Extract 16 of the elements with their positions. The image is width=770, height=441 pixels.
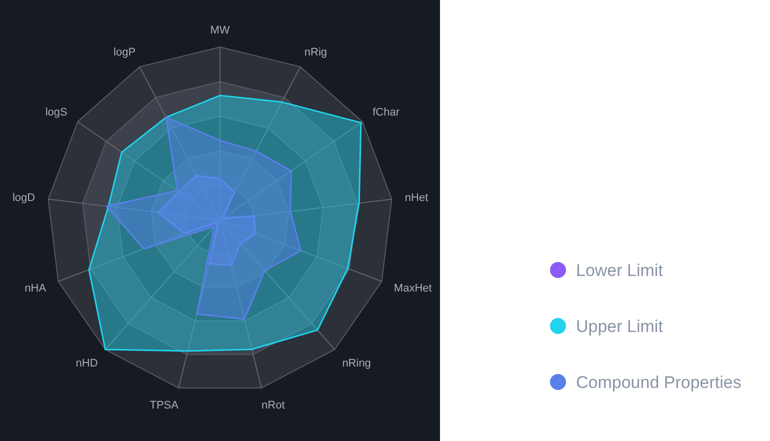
legend-label: Lower Limit	[576, 260, 664, 280]
spoke-label: logS	[45, 106, 68, 119]
spoke-label: nHA	[24, 282, 47, 294]
legend-label: Compound Properties	[576, 372, 742, 392]
legend-label: Upper Limit	[576, 316, 664, 336]
spoke-label: nRig	[304, 46, 328, 58]
spoke-label: MaxHet	[394, 282, 432, 294]
spoke-label: TPSA	[150, 400, 180, 412]
spoke-label: nHet	[404, 192, 428, 204]
spoke-label: fChar	[372, 106, 400, 119]
spoke-label: nRing	[342, 357, 371, 370]
spoke-label: nHD	[76, 357, 98, 370]
spoke-label: MW	[210, 24, 230, 37]
spoke-label: nRot	[262, 400, 285, 412]
spoke-label: logD	[12, 192, 36, 204]
spoke-label: logP	[114, 46, 136, 58]
